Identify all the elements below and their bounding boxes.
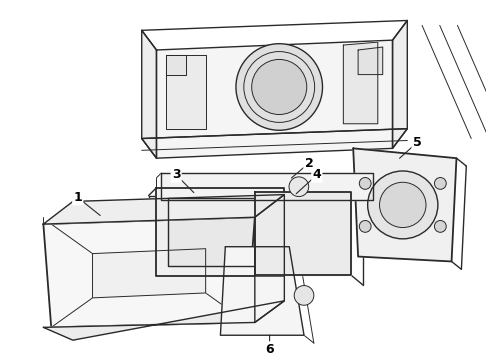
Circle shape [435,221,446,232]
Circle shape [252,59,307,114]
Polygon shape [43,301,284,340]
Polygon shape [255,192,351,275]
Text: 3: 3 [172,168,180,181]
Polygon shape [161,173,373,201]
Polygon shape [156,188,284,276]
Text: 2: 2 [305,157,313,170]
Polygon shape [220,247,304,335]
Circle shape [359,177,371,189]
Polygon shape [142,30,156,158]
Polygon shape [93,249,206,298]
Polygon shape [358,47,383,75]
Polygon shape [168,198,272,266]
Text: 5: 5 [413,136,421,149]
Polygon shape [166,55,186,75]
Circle shape [435,177,446,189]
Polygon shape [43,217,255,327]
Polygon shape [255,195,284,323]
Text: 1: 1 [74,191,82,204]
Ellipse shape [380,182,426,228]
Text: 4: 4 [313,168,321,181]
Polygon shape [343,42,378,124]
Polygon shape [392,21,407,148]
Circle shape [294,285,314,305]
Circle shape [289,177,309,197]
Polygon shape [43,195,284,224]
Polygon shape [353,148,457,261]
Polygon shape [166,55,206,129]
Polygon shape [156,40,392,158]
Text: 6: 6 [265,342,274,356]
Circle shape [236,44,322,130]
Circle shape [359,221,371,232]
Ellipse shape [368,171,438,239]
